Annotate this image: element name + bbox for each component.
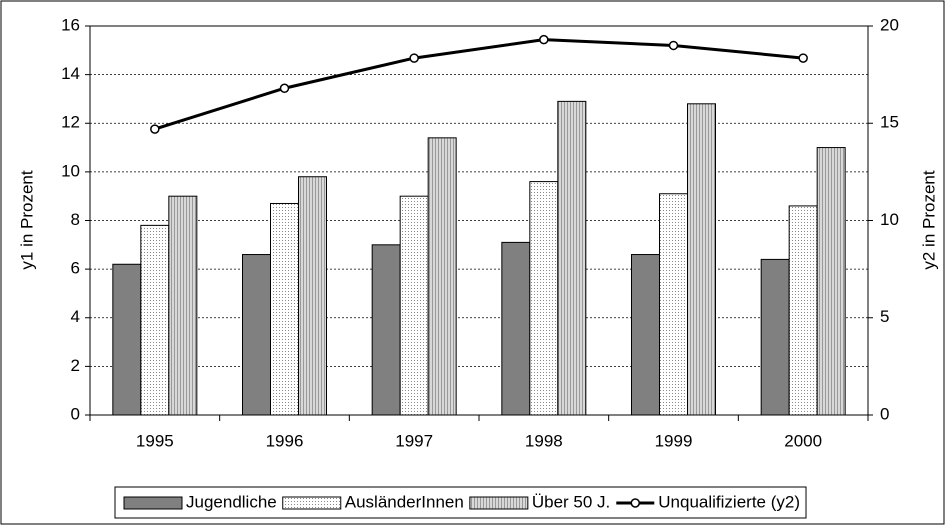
- bar: [168, 195, 198, 416]
- x-tick-label: 1995: [136, 431, 174, 450]
- bar: [112, 263, 142, 416]
- line: [154, 38, 804, 131]
- y2-tick-label: 15: [880, 113, 899, 132]
- y2-tick-label: 0: [880, 404, 889, 423]
- legend-swatch: [630, 498, 641, 508]
- y-tick-label: 10: [61, 161, 80, 180]
- y-tick-label: 4: [71, 307, 80, 326]
- y-axis-label: y1 in Prozent: [17, 170, 36, 269]
- y-tick-label: 6: [71, 259, 80, 278]
- bar: [140, 224, 170, 416]
- legend-label: AusländerInnen: [345, 492, 464, 511]
- x-tick-label: 2000: [784, 431, 822, 450]
- legend-swatch: [469, 496, 529, 510]
- legend-swatch: [282, 496, 342, 510]
- line-marker: [409, 53, 419, 63]
- bar: [298, 176, 327, 416]
- bar: [371, 244, 401, 416]
- bar: [270, 202, 299, 416]
- y-tick-label: 8: [71, 210, 80, 229]
- y-tick-label: 14: [61, 64, 80, 83]
- bar: [687, 103, 716, 416]
- y2-tick-label: 5: [880, 307, 889, 326]
- x-tick-label: 1998: [525, 431, 563, 450]
- line-marker: [798, 53, 808, 63]
- y-tick-label: 16: [61, 15, 80, 34]
- bar: [501, 241, 531, 416]
- legend-label: Unqualifizierte (y2): [658, 492, 800, 511]
- line-marker: [668, 40, 679, 51]
- bar: [242, 254, 271, 416]
- legend-label: Über 50 J.: [532, 492, 610, 511]
- bar: [557, 100, 587, 416]
- legend-label: Jugendliche: [186, 492, 277, 511]
- y-tick-label: 0: [71, 404, 80, 423]
- bar: [529, 181, 559, 416]
- y2-tick-label: 10: [880, 210, 899, 229]
- bar: [760, 258, 790, 416]
- line-marker: [539, 34, 549, 45]
- bar: [788, 205, 818, 416]
- line-marker: [150, 124, 160, 134]
- x-tick-label: 1999: [655, 431, 693, 450]
- bar: [631, 254, 660, 416]
- line-marker: [279, 83, 290, 93]
- x-tick-label: 1996: [266, 431, 304, 450]
- y-tick-label: 2: [71, 356, 80, 375]
- y-tick-label: 12: [61, 113, 80, 132]
- y2-axis-label: y2 in Prozent: [919, 170, 938, 269]
- legend-swatch: [123, 496, 183, 510]
- bar: [427, 137, 457, 416]
- y2-tick-label: 20: [880, 15, 899, 34]
- legend: [114, 486, 807, 519]
- bar: [659, 193, 688, 416]
- x-tick-label: 1997: [395, 431, 433, 450]
- bar: [399, 195, 429, 416]
- bar: [816, 147, 846, 416]
